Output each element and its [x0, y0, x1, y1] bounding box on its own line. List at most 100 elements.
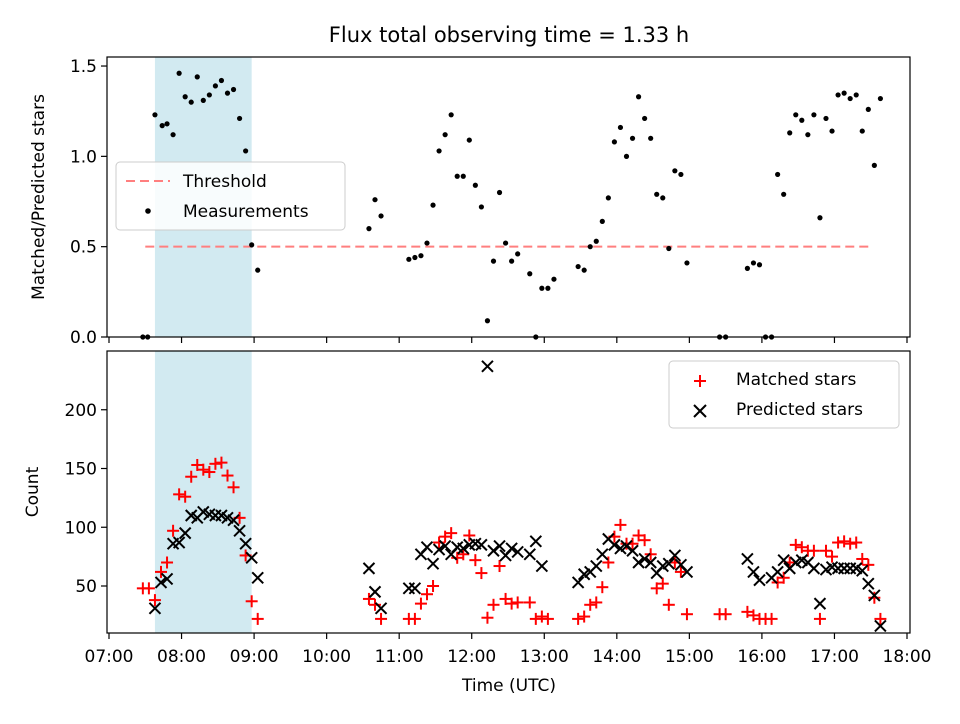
- measurement-point: [243, 148, 249, 154]
- measurement-point: [200, 97, 206, 103]
- predicted-star-point: [571, 576, 585, 589]
- bottom-shaded-region: [154, 351, 252, 633]
- measurement-point: [515, 251, 521, 257]
- matched-star-point: [614, 518, 627, 531]
- measurement-point: [817, 215, 823, 221]
- predicted-star-point: [753, 573, 766, 587]
- matched-star-point: [457, 548, 470, 561]
- measurement-point: [188, 99, 194, 105]
- matched-star-point: [765, 612, 778, 625]
- predicted-star-point: [362, 562, 376, 575]
- measurement-point: [460, 173, 466, 179]
- matched-star-point: [535, 610, 548, 623]
- measurement-point: [853, 92, 859, 98]
- measurement-point: [756, 262, 763, 268]
- predicted-star-point: [668, 549, 682, 562]
- measurement-point: [799, 117, 805, 123]
- matched-star-point: [414, 597, 427, 610]
- x-tick-label: 08:00: [157, 647, 206, 667]
- matched-star-point: [215, 456, 228, 469]
- legend-measurement-swatch: [145, 208, 151, 214]
- top-plot-frame: [106, 56, 911, 338]
- measurement-point: [164, 121, 170, 127]
- bottom-legend-box: [668, 360, 900, 429]
- matched-star-point: [433, 536, 446, 549]
- matched-star-point: [807, 544, 820, 557]
- x-axis-label: Time (UTC): [461, 676, 556, 696]
- matched-star-point: [499, 592, 512, 605]
- matched-star-point: [844, 537, 857, 550]
- measurement-point: [366, 226, 372, 232]
- measurement-point: [877, 95, 884, 102]
- predicted-star-point: [529, 535, 543, 548]
- measurement-point: [448, 112, 454, 118]
- predicted-star-point: [251, 571, 264, 584]
- predicted-star-point: [368, 585, 382, 599]
- measurement-point: [593, 238, 599, 244]
- measurement-point: [454, 173, 460, 179]
- top-panel: 0.0 0.5 1.0 1.5 Matched/Predicted stars Thr…: [29, 56, 911, 348]
- measurement-point: [424, 240, 430, 246]
- measurement-point: [750, 260, 757, 266]
- y-tick-label: 50: [75, 577, 97, 597]
- predicted-star-point: [843, 562, 857, 575]
- predicted-star-point: [505, 542, 518, 555]
- bottom-panel: 50 100 150 200 07:00 08:00 09:00 10:00 11:00 12:…: [23, 350, 932, 696]
- measurement-point: [793, 112, 799, 118]
- measurement-point: [654, 191, 660, 197]
- predicted-star-point: [160, 572, 174, 586]
- matched-star-point: [789, 538, 802, 551]
- matched-star-point: [596, 581, 609, 594]
- predicted-star-point: [590, 559, 603, 573]
- matched-star-point: [826, 550, 839, 563]
- measurement-point: [236, 115, 243, 122]
- matched-star-point: [662, 598, 675, 611]
- matched-star-point: [142, 582, 155, 595]
- matched-star-points: [136, 456, 887, 625]
- y-tick-label: 1.0: [70, 147, 97, 167]
- matched-star-point: [487, 598, 500, 611]
- measurement-point: [744, 265, 751, 271]
- predicted-star-point: [426, 557, 440, 570]
- predicted-star-point: [148, 602, 162, 615]
- measurement-point: [823, 115, 829, 122]
- predicted-star-point: [233, 524, 246, 537]
- measurement-point: [623, 153, 630, 159]
- measurement-point: [378, 213, 384, 219]
- measurement-point: [418, 253, 424, 259]
- predicted-star-point: [178, 526, 192, 540]
- matched-star-point: [874, 612, 887, 625]
- matched-star-point: [375, 612, 388, 625]
- measurement-point: [430, 202, 436, 208]
- matched-star-point: [221, 469, 234, 482]
- measurement-point: [442, 132, 448, 138]
- matched-star-point: [475, 567, 488, 580]
- matched-star-point: [590, 596, 603, 609]
- predicted-star-point: [680, 565, 694, 579]
- predicted-star-point: [741, 552, 754, 566]
- matched-star-point: [369, 598, 381, 611]
- x-tick-label: 12:00: [447, 647, 496, 667]
- predicted-star-point: [813, 597, 827, 610]
- legend-predicted-swatch: [693, 404, 707, 418]
- bottom-legend: Matched stars Predicted stars: [668, 360, 900, 429]
- predicted-star-point: [856, 564, 869, 577]
- predicted-star-point: [438, 539, 452, 553]
- measurement-point: [224, 90, 231, 96]
- top-y-axis-label: Matched/Predicted stars: [29, 94, 49, 300]
- matched-star-point: [481, 611, 494, 624]
- predicted-star-point: [523, 548, 536, 561]
- predicted-star-point: [608, 538, 621, 552]
- y-tick-label: 0.0: [70, 328, 97, 348]
- predicted-star-point: [511, 545, 524, 559]
- measurement-points: [140, 70, 884, 340]
- matched-star-point: [850, 536, 863, 549]
- measurement-point: [847, 95, 853, 102]
- predicted-star-point: [837, 562, 851, 575]
- matched-star-point: [493, 560, 506, 573]
- x-tick-label: 07:00: [85, 647, 134, 667]
- matched-star-point: [463, 529, 476, 542]
- matched-star-point: [420, 588, 433, 601]
- predicted-star-points: [148, 360, 887, 633]
